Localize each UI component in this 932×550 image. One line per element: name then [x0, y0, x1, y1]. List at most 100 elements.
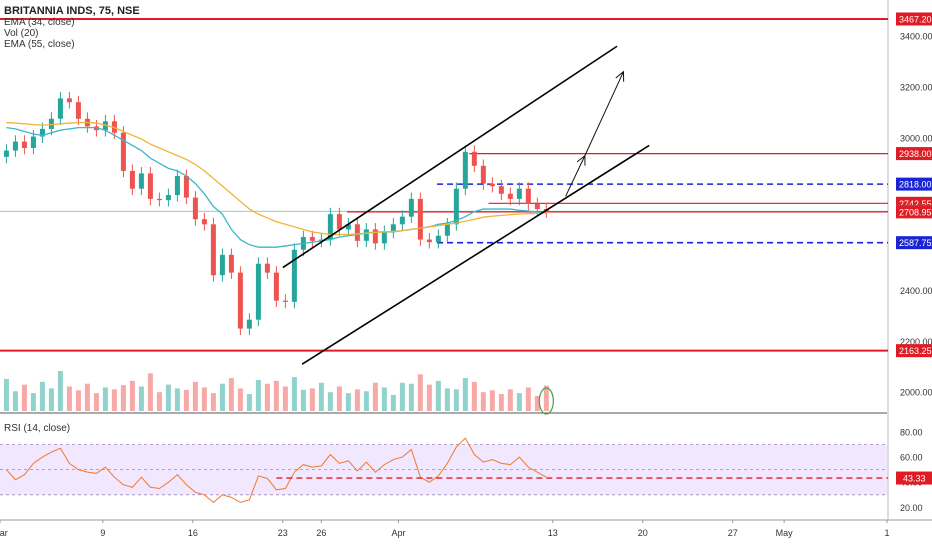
- candle-body[interactable]: [120, 132, 126, 171]
- candle-body[interactable]: [435, 235, 441, 243]
- price-level-badge[interactable]: [896, 236, 932, 250]
- volume-bar: [21, 384, 27, 411]
- candle-body[interactable]: [471, 151, 477, 166]
- candle-body[interactable]: [462, 151, 468, 189]
- price-level-badge-label: 2708.95: [899, 207, 932, 217]
- symbol-title[interactable]: BRITANNIA INDS, 75, NSE: [4, 5, 140, 17]
- projection-arrow[interactable]: [565, 155, 586, 197]
- candle-body[interactable]: [381, 231, 387, 244]
- candle-body[interactable]: [525, 188, 531, 204]
- candle-body[interactable]: [264, 263, 270, 273]
- candle-body[interactable]: [66, 98, 72, 103]
- volume-bar: [48, 388, 54, 411]
- volume-bar: [516, 393, 522, 411]
- candle-body[interactable]: [3, 150, 9, 157]
- time-tick-label: 16: [188, 528, 198, 538]
- candle-body[interactable]: [21, 141, 27, 148]
- time-tick-label: Apr: [391, 528, 405, 538]
- candle-body[interactable]: [354, 224, 360, 241]
- candle-body[interactable]: [480, 165, 486, 184]
- volume-bars: [3, 371, 554, 415]
- candle-body[interactable]: [426, 239, 432, 243]
- price-level-badge[interactable]: [896, 177, 932, 191]
- candle-body[interactable]: [192, 197, 198, 220]
- volume-bar: [201, 387, 207, 411]
- price-level-badge[interactable]: [896, 12, 932, 26]
- rsi-series-line: [6, 437, 547, 504]
- candle-body[interactable]: [57, 98, 63, 119]
- candle-body[interactable]: [237, 272, 243, 329]
- time-axis[interactable]: Mar 9 16 23 26 Apr 13 20 27 May 1: [0, 520, 890, 538]
- candle-body[interactable]: [156, 198, 162, 201]
- volume-bar: [66, 386, 72, 411]
- legend-rsi[interactable]: RSI (14, close): [4, 423, 71, 434]
- candle-body[interactable]: [291, 249, 297, 302]
- legend-ema55[interactable]: EMA (55, close): [4, 39, 75, 50]
- volume-bar: [120, 385, 126, 411]
- candle-body[interactable]: [390, 224, 396, 232]
- channel-lower-line[interactable]: [301, 144, 650, 365]
- candle-body[interactable]: [417, 198, 423, 240]
- candle-body[interactable]: [489, 183, 495, 187]
- drawings[interactable]: [282, 45, 650, 365]
- candle-body[interactable]: [12, 141, 18, 151]
- candle-body[interactable]: [498, 186, 504, 194]
- volume-bar: [498, 394, 504, 411]
- candle-body[interactable]: [363, 229, 369, 241]
- candle-body[interactable]: [174, 175, 180, 196]
- candle-body[interactable]: [372, 229, 378, 244]
- projection-arrowhead: [615, 70, 625, 82]
- candle-body[interactable]: [219, 254, 225, 276]
- projection-arrow[interactable]: [584, 71, 624, 156]
- legend-volume[interactable]: Vol (20): [4, 28, 39, 39]
- volume-bar: [408, 383, 414, 411]
- price-level-badge[interactable]: [896, 205, 932, 219]
- price-level-badge-label: 2818.00: [899, 180, 932, 190]
- volume-bar: [525, 387, 531, 411]
- legend-ema34[interactable]: EMA (34, close): [4, 17, 75, 28]
- candle-body[interactable]: [129, 170, 135, 189]
- candle-body[interactable]: [507, 193, 513, 199]
- price-tick-label: 3400.00: [900, 32, 932, 42]
- candle-body[interactable]: [516, 188, 522, 199]
- candle-body[interactable]: [273, 272, 279, 301]
- volume-bar: [84, 383, 90, 411]
- candle-body[interactable]: [147, 173, 153, 199]
- candle-body[interactable]: [75, 102, 81, 119]
- volume-bar: [156, 392, 162, 411]
- candle-body[interactable]: [138, 173, 144, 189]
- volume-bar: [174, 388, 180, 411]
- candle-body[interactable]: [309, 237, 315, 241]
- candle-body[interactable]: [327, 214, 333, 240]
- candle-body[interactable]: [399, 216, 405, 225]
- volume-bar: [372, 382, 378, 411]
- candle-body[interactable]: [201, 219, 207, 225]
- candle-body[interactable]: [30, 136, 36, 148]
- candle-body[interactable]: [246, 319, 252, 329]
- candle-body[interactable]: [228, 254, 234, 273]
- price-axis[interactable]: 2000.002200.002400.002600.003000.003200.…: [896, 12, 932, 513]
- volume-bar: [363, 391, 369, 411]
- volume-bar: [471, 381, 477, 411]
- price-level-badge[interactable]: [896, 147, 932, 161]
- candle-body[interactable]: [282, 300, 288, 302]
- channel-upper-line[interactable]: [282, 45, 618, 269]
- candle-body[interactable]: [255, 263, 261, 320]
- candle-body[interactable]: [183, 175, 189, 198]
- candle-body[interactable]: [39, 128, 45, 137]
- candle-body[interactable]: [210, 224, 216, 276]
- rsi-line: [6, 437, 888, 504]
- rsi-level-badge[interactable]: [896, 471, 932, 485]
- candle-body[interactable]: [48, 118, 54, 129]
- candle-body[interactable]: [453, 188, 459, 225]
- candle-body[interactable]: [165, 195, 171, 201]
- candle-body[interactable]: [408, 198, 414, 217]
- price-level-badge[interactable]: [896, 344, 932, 358]
- volume-bar: [237, 388, 243, 411]
- candle-body[interactable]: [534, 203, 540, 210]
- candle-body[interactable]: [336, 214, 342, 230]
- candle-body[interactable]: [444, 224, 450, 236]
- candle-body[interactable]: [345, 224, 351, 230]
- rsi-legend: RSI (14, close): [4, 423, 70, 434]
